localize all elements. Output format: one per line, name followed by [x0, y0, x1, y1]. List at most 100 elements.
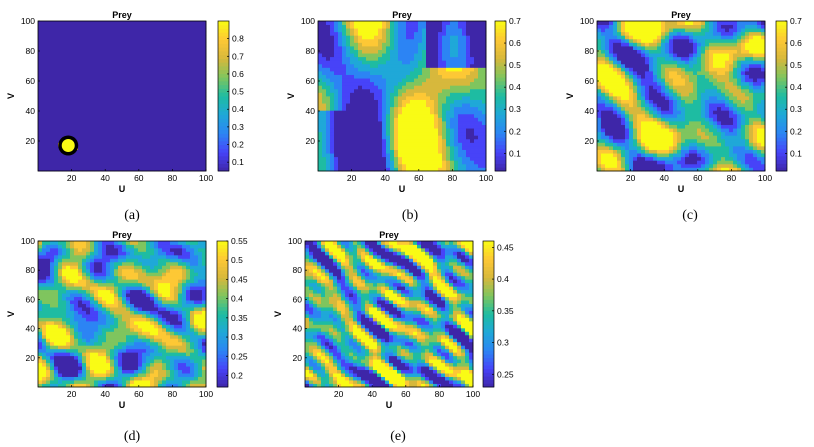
heatmap-cell	[466, 24, 471, 29]
heatmap-cell	[438, 21, 443, 25]
heatmap-cell	[641, 167, 646, 172]
heatmap-cell	[74, 131, 79, 136]
heatmap-cell	[673, 46, 678, 50]
heatmap-cell	[410, 96, 415, 100]
heatmap-cell	[194, 67, 199, 72]
heatmap-cell	[669, 56, 674, 61]
heatmap-cell	[645, 46, 650, 50]
heatmap-cell	[713, 167, 718, 172]
heatmap-cell	[474, 60, 479, 65]
heatmap-cell	[669, 60, 674, 65]
heatmap-cell	[158, 135, 163, 140]
heatmap-cell	[442, 96, 447, 100]
heatmap-cell	[645, 110, 650, 115]
heatmap-cell	[350, 128, 355, 133]
heatmap-cell	[62, 63, 67, 68]
heatmap-cell	[150, 67, 155, 72]
heatmap-cell	[102, 163, 107, 168]
heatmap-cell	[470, 35, 475, 40]
heatmap-cell	[46, 106, 51, 111]
heatmap-cell	[613, 28, 618, 33]
heatmap-cell	[338, 81, 343, 86]
heatmap-cell	[657, 96, 662, 100]
heatmap-cell	[118, 156, 123, 161]
heatmap-cell	[430, 21, 435, 25]
heatmap-cell	[709, 88, 714, 93]
heatmap-cell	[430, 71, 435, 75]
heatmap-cell	[414, 67, 419, 72]
heatmap-cell	[118, 113, 123, 118]
heatmap-cell	[693, 81, 698, 86]
heatmap-cell	[458, 106, 463, 111]
heatmap-cell	[657, 128, 662, 133]
heatmap-cell	[106, 142, 111, 147]
heatmap-cell	[138, 99, 143, 104]
heatmap-cell	[681, 38, 686, 43]
heatmap-cell	[110, 81, 115, 86]
heatmap-cell	[689, 149, 694, 154]
heatmap-cell	[350, 53, 355, 58]
heatmap-cell	[418, 156, 423, 161]
heatmap-cell	[358, 71, 363, 75]
heatmap-cell	[625, 124, 630, 129]
heatmap-cell	[62, 28, 67, 33]
heatmap-cell	[46, 28, 51, 33]
heatmap-cell	[418, 56, 423, 61]
heatmap-cell	[118, 149, 123, 154]
heatmap-cell	[102, 153, 107, 158]
heatmap-cell	[78, 96, 83, 100]
heatmap-cell	[194, 74, 199, 79]
heatmap-cell	[338, 85, 343, 90]
heatmap-cell	[597, 146, 602, 150]
heatmap-cell	[114, 42, 119, 47]
heatmap-cell	[190, 153, 195, 158]
heatmap-cell	[346, 35, 351, 40]
heatmap-cell	[474, 103, 479, 108]
heatmap-cell	[402, 146, 407, 150]
heatmap-cell	[94, 71, 99, 75]
heatmap-cell	[182, 146, 187, 150]
heatmap-cell	[386, 135, 391, 140]
heatmap-cell	[462, 131, 467, 136]
heatmap-cell	[102, 49, 107, 54]
heatmap-cell	[597, 35, 602, 40]
heatmap-cell	[462, 35, 467, 40]
heatmap-cell	[625, 63, 630, 68]
heatmap-cell	[186, 110, 191, 115]
heatmap-cell	[629, 81, 634, 86]
heatmap-cell	[330, 117, 335, 122]
heatmap-cell	[66, 71, 71, 75]
heatmap-cell	[114, 142, 119, 147]
heatmap-cell	[673, 131, 678, 136]
heatmap-cell	[649, 85, 654, 90]
heatmap-cell	[38, 121, 43, 125]
heatmap-cell	[366, 85, 371, 90]
heatmap-cell	[114, 67, 119, 72]
heatmap-cell	[653, 53, 658, 58]
heatmap-cell	[58, 149, 63, 154]
heatmap-cell	[418, 113, 423, 118]
heatmap-cell	[713, 92, 718, 97]
heatmap-cell	[330, 56, 335, 61]
heatmap-cell	[406, 99, 411, 104]
heatmap-cell	[633, 24, 638, 29]
heatmap-cell	[450, 60, 455, 65]
heatmap-cell	[78, 49, 83, 54]
heatmap-cell	[126, 167, 131, 172]
heatmap-cell	[693, 106, 698, 111]
heatmap-cell	[462, 106, 467, 111]
heatmap-cell	[102, 146, 107, 150]
heatmap-cell	[398, 149, 403, 154]
heatmap-cell	[442, 63, 447, 68]
heatmap-cell	[422, 78, 427, 83]
heatmap-cell	[681, 138, 686, 143]
heatmap-cell	[90, 146, 95, 150]
heatmap-cell	[390, 149, 395, 154]
heatmap-cell	[122, 88, 127, 93]
heatmap-cell	[382, 28, 387, 33]
heatmap-cell	[637, 49, 642, 54]
heatmap-cell	[62, 42, 67, 47]
heatmap-cell	[46, 31, 51, 36]
heatmap-cell	[118, 92, 123, 97]
heatmap-cell	[166, 81, 171, 86]
